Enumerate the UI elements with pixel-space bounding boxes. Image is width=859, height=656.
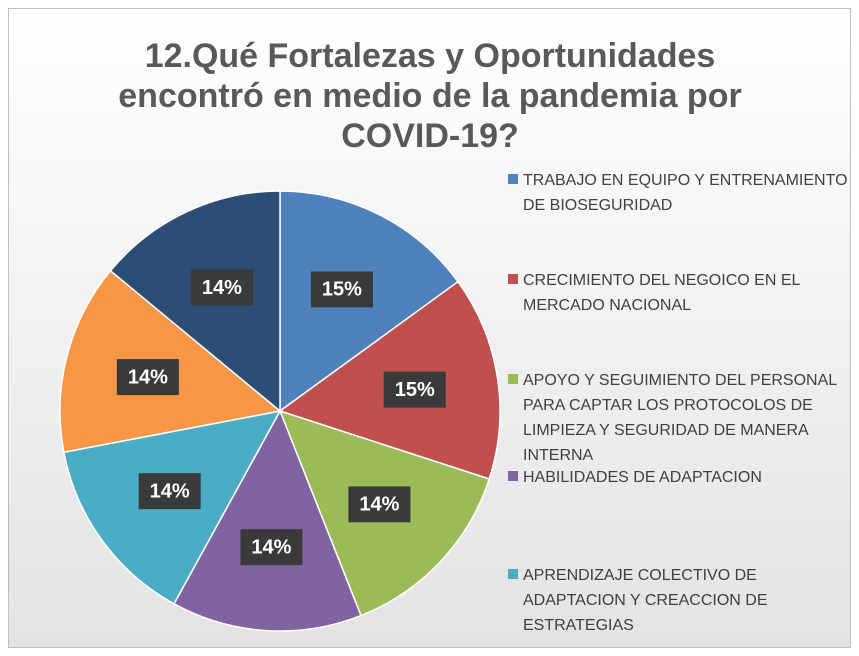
legend-label: CRECIMIENTO DEL NEGOICO EN EL MERCADO NA… (523, 272, 800, 314)
data-label-box (138, 473, 201, 510)
chart-title: 12.Qué Fortalezas y Oportunidades encont… (118, 37, 742, 155)
legend-swatch (508, 569, 518, 579)
pie-slice (172, 409, 362, 632)
legend-entry: HABILIDADES DE ADAPTACION (508, 465, 848, 490)
legend-swatch (508, 274, 518, 284)
legend-swatch (508, 471, 518, 481)
data-label-box (348, 486, 411, 523)
data-label-box (240, 529, 303, 566)
legend-label: APRENDIZAJE COLECTIVO DE ADAPTACION Y CR… (523, 567, 768, 634)
legend-entry: TRABAJO EN EQUIPO Y ENTRENAMIENTO DE BIO… (508, 168, 848, 218)
data-label: 14% (128, 366, 168, 388)
legend-label: TRABAJO EN EQUIPO Y ENTRENAMIENTO DE BIO… (523, 172, 848, 214)
legend-entry: CRECIMIENTO DEL NEGOICO EN EL MERCADO NA… (508, 268, 848, 318)
data-label-box (310, 271, 373, 308)
legend-entry: APRENDIZAJE COLECTIVO DE ADAPTACION Y CR… (508, 563, 848, 638)
legend-entry: APOYO Y SEGUIMIENTO DEL PERSONAL PARA CA… (508, 368, 848, 468)
data-label-box (383, 371, 446, 408)
data-label: 15% (322, 279, 362, 301)
legend-label: HABILIDADES DE ADAPTACION (523, 469, 762, 486)
legend-swatch (508, 374, 518, 384)
data-label-box (190, 269, 253, 306)
legend-label: APOYO Y SEGUIMIENTO DEL PERSONAL PARA CA… (523, 372, 837, 464)
data-label: 14% (251, 536, 291, 558)
data-label: 14% (359, 494, 399, 516)
data-label: 14% (150, 480, 190, 502)
legend-swatch (508, 174, 518, 184)
data-label-box (116, 359, 179, 396)
data-label: 14% (202, 277, 242, 299)
data-label: 15% (395, 379, 435, 401)
